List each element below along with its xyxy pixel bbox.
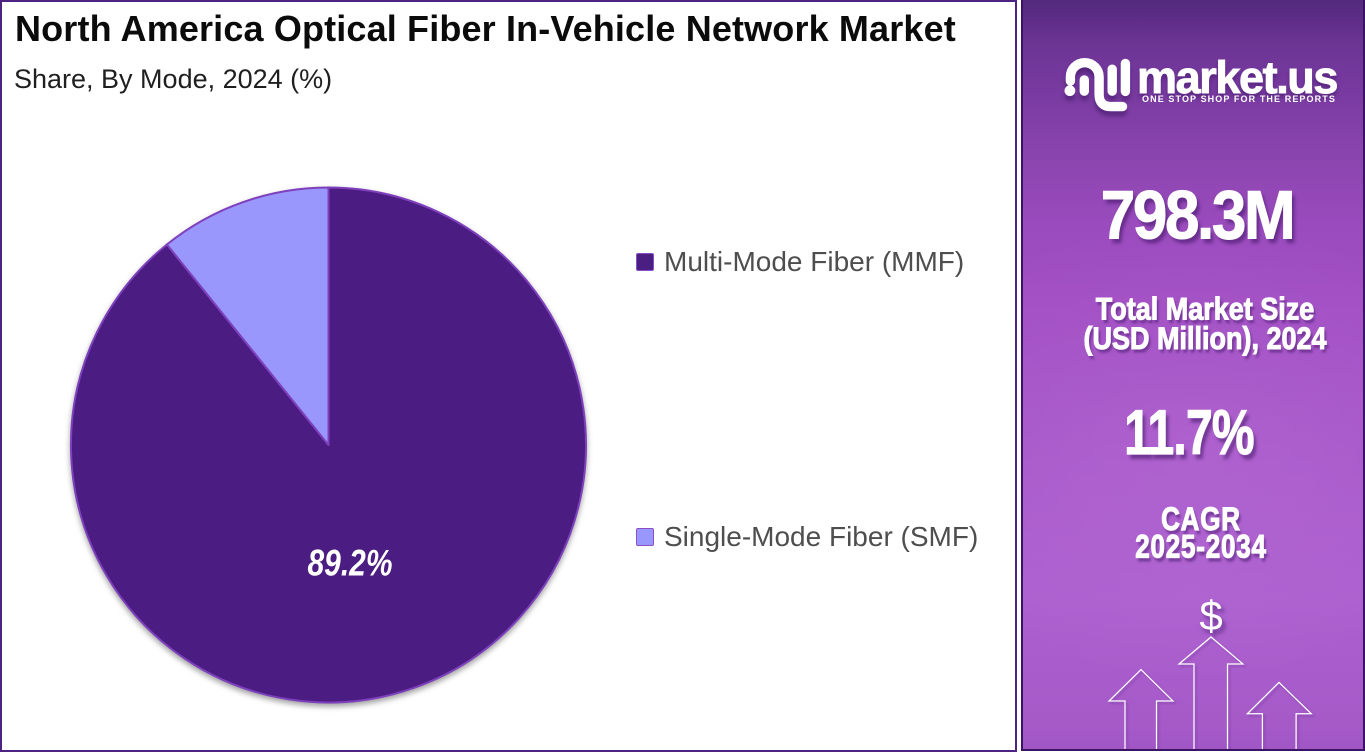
- svg-text:market.us: market.us: [1137, 52, 1337, 103]
- svg-text:ONE STOP SHOP FOR THE REPORTS: ONE STOP SHOP FOR THE REPORTS: [1142, 94, 1336, 104]
- svg-text:$: $: [1199, 592, 1222, 639]
